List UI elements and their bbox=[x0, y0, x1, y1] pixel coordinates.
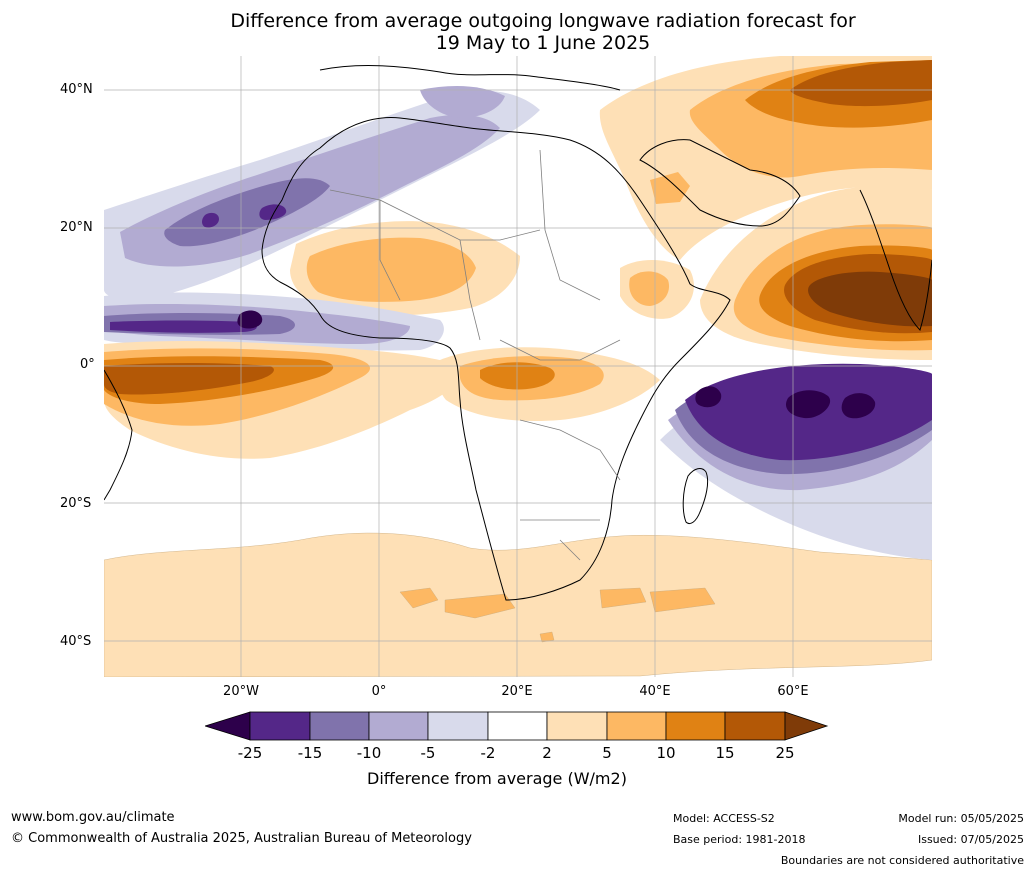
country-boundaries bbox=[329, 149, 621, 561]
colorbar-tick: 25 bbox=[775, 744, 795, 762]
colorbar-tick: 15 bbox=[715, 744, 735, 762]
issued-date: Issued: 07/05/2025 bbox=[917, 833, 1024, 846]
colorbar-extend-high bbox=[784, 711, 829, 741]
colorbar-bin-10-5 bbox=[368, 711, 429, 741]
website-link[interactable]: www.bom.gov.au/climate bbox=[11, 810, 175, 825]
colorbar-bin-25-15 bbox=[249, 711, 311, 741]
title-line-1: Difference from average outgoing longwav… bbox=[230, 10, 856, 32]
colorbar-label: Difference from average (W/m2) bbox=[367, 769, 627, 788]
lon-label-20e: 20°E bbox=[501, 684, 533, 699]
lat-label-20s: 20°S bbox=[60, 496, 92, 511]
map-gridlines bbox=[104, 56, 932, 677]
coastline-madagascar bbox=[682, 468, 709, 525]
colorbar-tick: -10 bbox=[356, 744, 382, 762]
map-plot-area bbox=[104, 56, 932, 677]
coastline-india bbox=[859, 189, 932, 331]
colorbar-bin-10-15 bbox=[665, 711, 726, 741]
model-run-date: Model run: 05/05/2025 bbox=[898, 812, 1024, 825]
lon-label-20w: 20°W bbox=[223, 684, 259, 699]
colorbar-bin-5-10 bbox=[606, 711, 667, 741]
lat-label-40n: 40°N bbox=[60, 82, 93, 97]
coastline-europe bbox=[319, 65, 621, 91]
lat-label-40s: 40°S bbox=[60, 634, 92, 649]
colorbar-tick: 2 bbox=[542, 744, 552, 762]
lat-label-20n: 20°N bbox=[60, 220, 93, 235]
colorbar-tick: -2 bbox=[480, 744, 496, 762]
colorbar-tick: -25 bbox=[237, 744, 263, 762]
olr-anomaly-map bbox=[104, 56, 932, 677]
colorbar-bin-15-25 bbox=[724, 711, 786, 741]
colorbar-bin-5-2 bbox=[427, 711, 489, 741]
lon-label-60e: 60°E bbox=[777, 684, 809, 699]
colorbar-bin-neutral bbox=[487, 711, 548, 741]
lat-label-equator: 0° bbox=[80, 357, 95, 372]
lon-label-0: 0° bbox=[371, 684, 387, 699]
boundaries-disclaimer: Boundaries are not considered authoritat… bbox=[780, 854, 1024, 867]
anomaly-southern-orange-patches bbox=[399, 587, 716, 643]
colorbar-extend-low bbox=[205, 711, 251, 741]
base-period: Base period: 1981-2018 bbox=[673, 833, 806, 846]
colorbar-tick: 10 bbox=[656, 744, 676, 762]
colorbar bbox=[205, 711, 829, 741]
copyright-text: © Commonwealth of Australia 2025, Austra… bbox=[11, 831, 472, 846]
colorbar-tick: 5 bbox=[602, 744, 612, 762]
coastline-south-america bbox=[104, 369, 133, 501]
title-line-2: 19 May to 1 June 2025 bbox=[435, 32, 651, 54]
colorbar-tick: -5 bbox=[420, 744, 436, 762]
map-title: Difference from average outgoing longwav… bbox=[0, 10, 1035, 54]
colorbar-bin-15-10 bbox=[309, 711, 370, 741]
anomaly-southern-orange-band bbox=[104, 532, 932, 677]
colorbar-bin-2-5 bbox=[546, 711, 608, 741]
coastline-arabia bbox=[639, 139, 801, 227]
coastline-africa bbox=[261, 117, 731, 601]
colorbar-tick: -15 bbox=[297, 744, 323, 762]
lon-label-40e: 40°E bbox=[639, 684, 671, 699]
model-name: Model: ACCESS-S2 bbox=[673, 812, 775, 825]
